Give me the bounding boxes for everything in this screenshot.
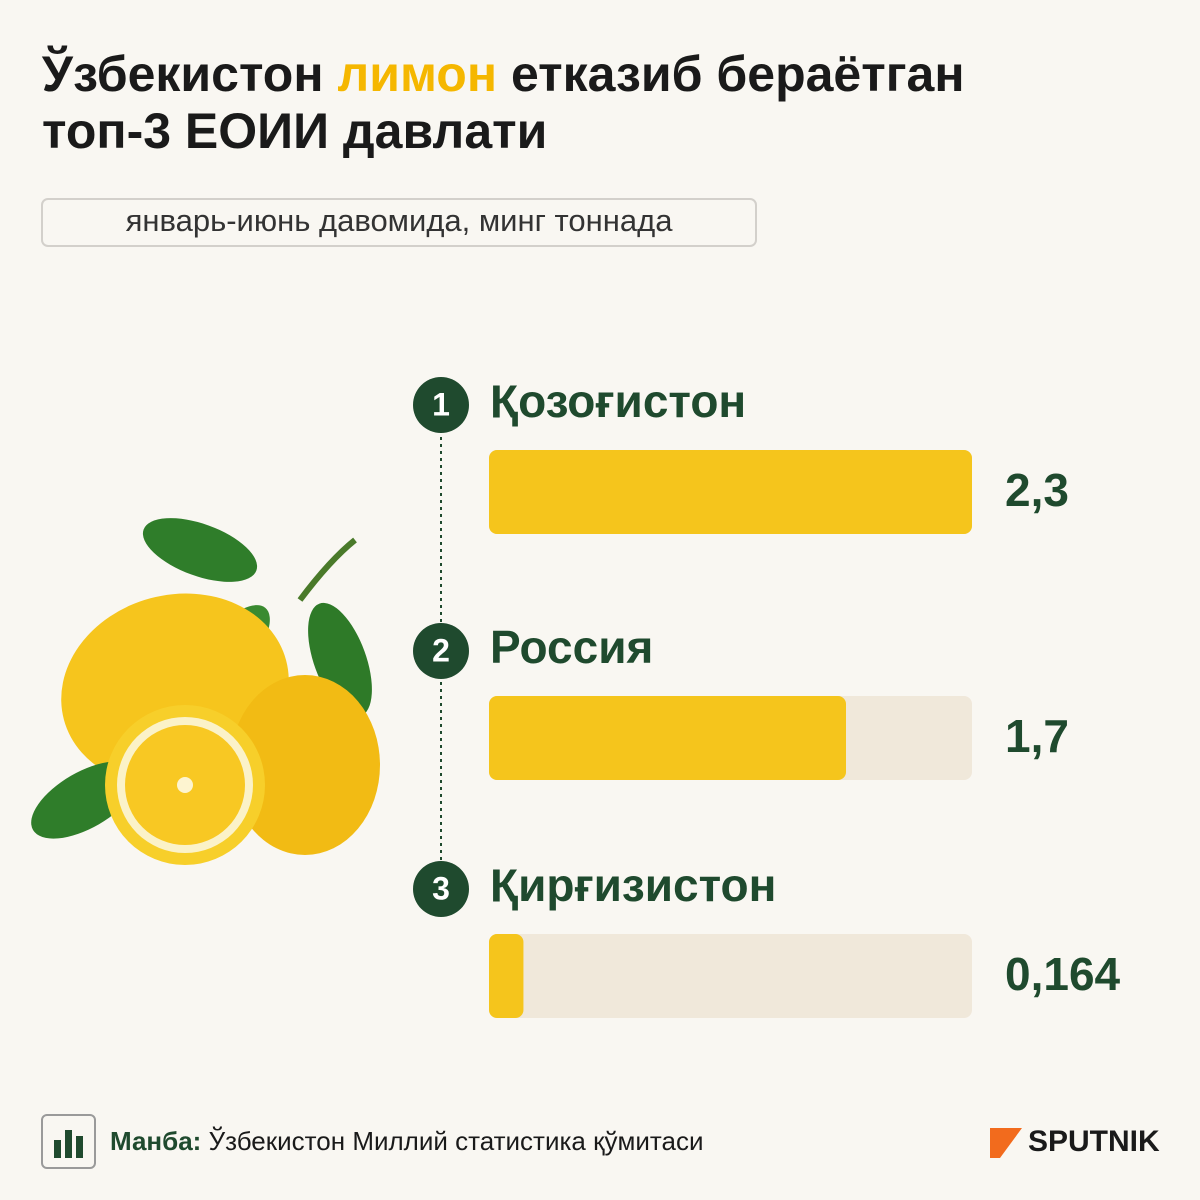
subtitle: январь-июнь давомида, минг тоннада: [126, 203, 674, 238]
rank-badge: [413, 623, 469, 679]
value-label: 1,7: [1005, 710, 1069, 762]
chart-title: Ўзбекистон лимон етказиб бераётган: [41, 45, 965, 102]
subtitle-box: [41, 198, 757, 247]
lemon-illustration: [31, 518, 380, 865]
brand: SPUTNIK: [1028, 1125, 1160, 1158]
bar: [489, 450, 972, 534]
icon-bar: [76, 1136, 83, 1158]
rank-number: 3: [432, 870, 450, 906]
source-label: Манба:: [110, 1126, 201, 1156]
value-label: 2,3: [1005, 464, 1069, 516]
category-label: Қозоғистон: [490, 375, 746, 427]
icon-bar: [65, 1130, 72, 1158]
brand-icon: [990, 1128, 1022, 1158]
category-label: Қирғизистон: [490, 859, 776, 911]
title-part: етказиб бераётган: [511, 46, 965, 102]
value-label: 0,164: [1005, 948, 1121, 1000]
rank-number: 2: [432, 632, 450, 668]
title-part: Ўзбекистон: [41, 45, 324, 102]
source-line: Манба: Ўзбекистон Миллий статистика қўми…: [110, 1126, 704, 1156]
source: Ўзбекистон Миллий статистика қўмитаси: [209, 1126, 704, 1156]
bar: [489, 934, 524, 1018]
bar-track: [489, 934, 972, 1018]
rank-badge: [413, 861, 469, 917]
bar: [489, 696, 846, 780]
source-icon: [41, 1114, 96, 1169]
category-label: Россия: [490, 621, 653, 673]
rank-number: 1: [432, 386, 450, 422]
icon-bar: [54, 1140, 61, 1158]
title-highlight: лимон: [337, 46, 497, 102]
chart-title-line2: топ-3 ЕОИИ давлати: [42, 103, 547, 159]
rank-badge: [413, 377, 469, 433]
